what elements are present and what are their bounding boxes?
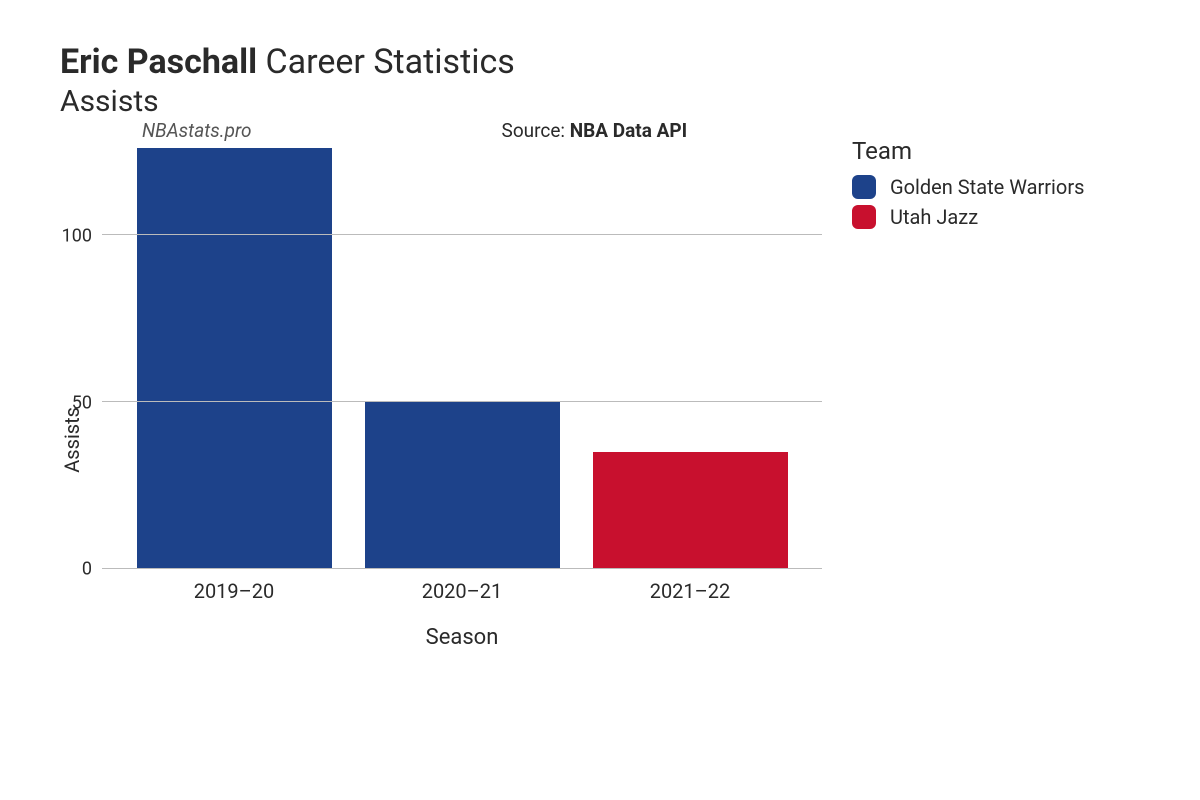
source-name: NBA Data API: [570, 119, 687, 142]
legend-item: Golden State Warriors: [852, 175, 1084, 199]
legend-swatch: [852, 205, 876, 229]
x-tick: 2021–22: [593, 579, 788, 603]
bar: [593, 452, 788, 569]
title-suffix: Career Statistics: [266, 42, 515, 82]
x-tick: 2020–21: [365, 579, 560, 603]
y-axis-ticks: 050100: [92, 149, 102, 569]
gridline: [102, 401, 822, 402]
chart-row: Assists 050100 NBAstats.pro Source: NBA …: [60, 149, 1140, 650]
y-tick: 0: [82, 559, 92, 580]
bars-group: [102, 149, 822, 568]
bar: [137, 148, 332, 568]
source-prefix: Source:: [502, 119, 570, 142]
chart-title: Eric Paschall Career Statistics: [60, 40, 1140, 84]
y-tick: 100: [62, 225, 92, 246]
legend-label: Utah Jazz: [890, 205, 978, 229]
player-name: Eric Paschall: [60, 42, 257, 82]
legend: Team Golden State Warriors Utah Jazz: [852, 137, 1084, 235]
legend-label: Golden State Warriors: [890, 175, 1084, 199]
bar: [365, 402, 560, 569]
chart-subtitle: Assists: [60, 84, 1140, 119]
plot-wrap: NBAstats.pro Source: NBA Data API: [102, 149, 822, 569]
x-axis-ticks: 2019–20 2020–21 2021–22: [102, 569, 822, 603]
y-tick: 50: [72, 392, 92, 413]
chart-container: Eric Paschall Career Statistics Assists …: [0, 0, 1200, 690]
x-tick: 2019–20: [137, 579, 332, 603]
legend-swatch: [852, 175, 876, 199]
title-block: Eric Paschall Career Statistics Assists: [60, 40, 1140, 119]
legend-item: Utah Jazz: [852, 205, 1084, 229]
legend-items: Golden State Warriors Utah Jazz: [852, 175, 1084, 229]
plot-area: [102, 149, 822, 569]
legend-title: Team: [852, 137, 1084, 165]
plot-column: NBAstats.pro Source: NBA Data API 2019–2…: [102, 149, 822, 650]
meta-row: NBAstats.pro Source: NBA Data API: [102, 119, 822, 142]
watermark: NBAstats.pro: [142, 119, 252, 142]
x-axis-label: Season: [102, 625, 822, 650]
gridline: [102, 234, 822, 235]
source-label: Source: NBA Data API: [502, 119, 688, 142]
